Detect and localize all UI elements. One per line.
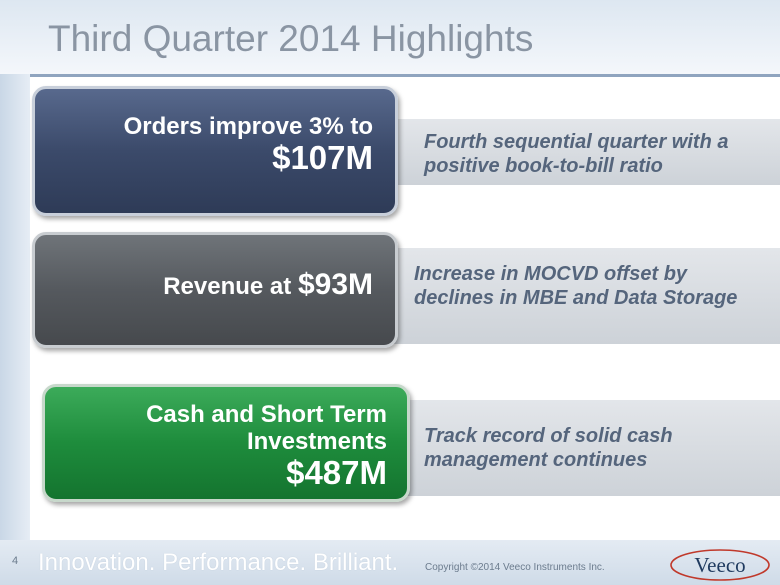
cash-headline-line1: Cash and Short Term: [146, 401, 387, 428]
orders-pill: Orders improve 3% to $107M: [32, 86, 398, 216]
page-number: 4: [12, 555, 19, 567]
cash-value: $487M: [286, 454, 387, 491]
copyright: Copyright ©2014 Veeco Instruments Inc.: [425, 562, 605, 573]
revenue-value: $93M: [297, 268, 373, 301]
logo-swoosh: [670, 549, 770, 581]
orders-value: $107M: [272, 139, 373, 176]
orders-note: Fourth sequential quarter with a positiv…: [424, 131, 729, 177]
cash-pill: Cash and Short Term Investments $487M: [42, 384, 410, 502]
slide-title: Third Quarter 2014 Highlights: [48, 18, 534, 59]
header-band: [0, 0, 780, 74]
cash-note: Track record of solid cash management co…: [424, 425, 673, 471]
veeco-logo: Veeco: [670, 549, 770, 581]
logo-text: Veeco: [694, 553, 745, 577]
revenue-pill: Revenue at $93M: [32, 232, 398, 348]
revenue-note: Increase in MOCVD offset by declines in …: [414, 263, 738, 309]
orders-headline: Orders improve 3% to: [123, 113, 373, 140]
left-band: [0, 0, 30, 585]
header-rule: [30, 74, 780, 77]
cash-headline-line2: Investments: [246, 428, 387, 455]
tagline: Innovation. Performance. Brilliant.: [38, 549, 399, 576]
revenue-headline: Revenue at $93M: [35, 268, 373, 301]
revenue-prefix: Revenue at: [163, 273, 292, 300]
footer-band: [0, 540, 780, 585]
